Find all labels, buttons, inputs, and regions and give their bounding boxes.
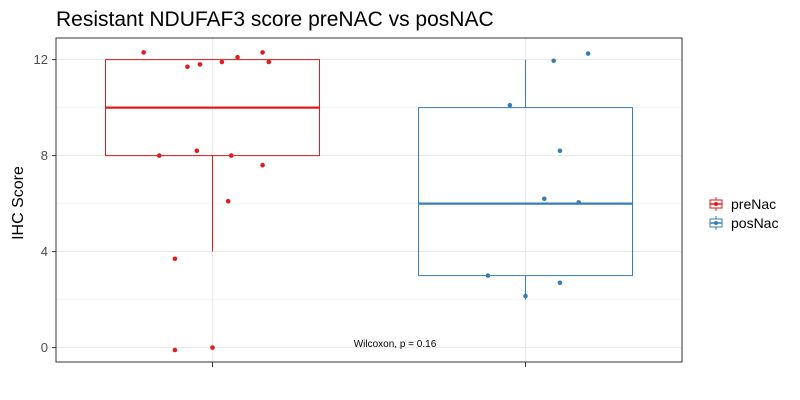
y-tick-label: 0 [41, 340, 48, 355]
y-axis-label: IHC Score [10, 166, 27, 240]
data-point [507, 102, 513, 108]
y-tick-label: 12 [34, 52, 48, 67]
data-point [576, 200, 582, 205]
chart-title: Resistant NDUFAF3 score preNAC vs posNAC [56, 8, 494, 31]
data-point [260, 162, 265, 168]
data-point [210, 345, 215, 350]
data-point [235, 54, 240, 60]
panel-border [55, 37, 683, 363]
data-point [185, 64, 190, 70]
legend-item-preNac: preNac [708, 196, 776, 212]
data-point [260, 50, 265, 55]
wilcoxon-annotation: Wilcoxon, p = 0.16 [354, 339, 437, 350]
data-point [551, 58, 556, 64]
legend-item-posNac: posNac [708, 215, 778, 231]
panel-background [56, 38, 682, 362]
data-point [585, 51, 591, 56]
data-point [557, 280, 563, 286]
legend-key-point [714, 202, 718, 206]
data-point [266, 59, 272, 65]
data-point [197, 62, 203, 67]
plot-area: 0 4 8 12 [34, 37, 683, 367]
legend-label: preNac [731, 196, 776, 212]
data-point [523, 293, 528, 299]
box-preNac [105, 50, 320, 353]
data-point [156, 153, 162, 158]
data-point [141, 50, 146, 55]
data-point [172, 347, 178, 353]
data-point [219, 59, 225, 65]
legend-key-point [714, 221, 718, 225]
legend-label: posNac [731, 215, 778, 231]
y-tick-label: 4 [41, 244, 48, 259]
box-posNac [418, 51, 633, 300]
data-point [557, 148, 563, 154]
data-point [485, 273, 491, 278]
data-point [172, 256, 178, 262]
data-point [228, 153, 234, 158]
iqr-box [418, 107, 633, 277]
legend: preNac posNac [708, 196, 778, 231]
data-point [541, 196, 547, 202]
y-tick-label: 8 [41, 148, 48, 163]
data-point [194, 148, 200, 154]
data-point [225, 198, 231, 204]
